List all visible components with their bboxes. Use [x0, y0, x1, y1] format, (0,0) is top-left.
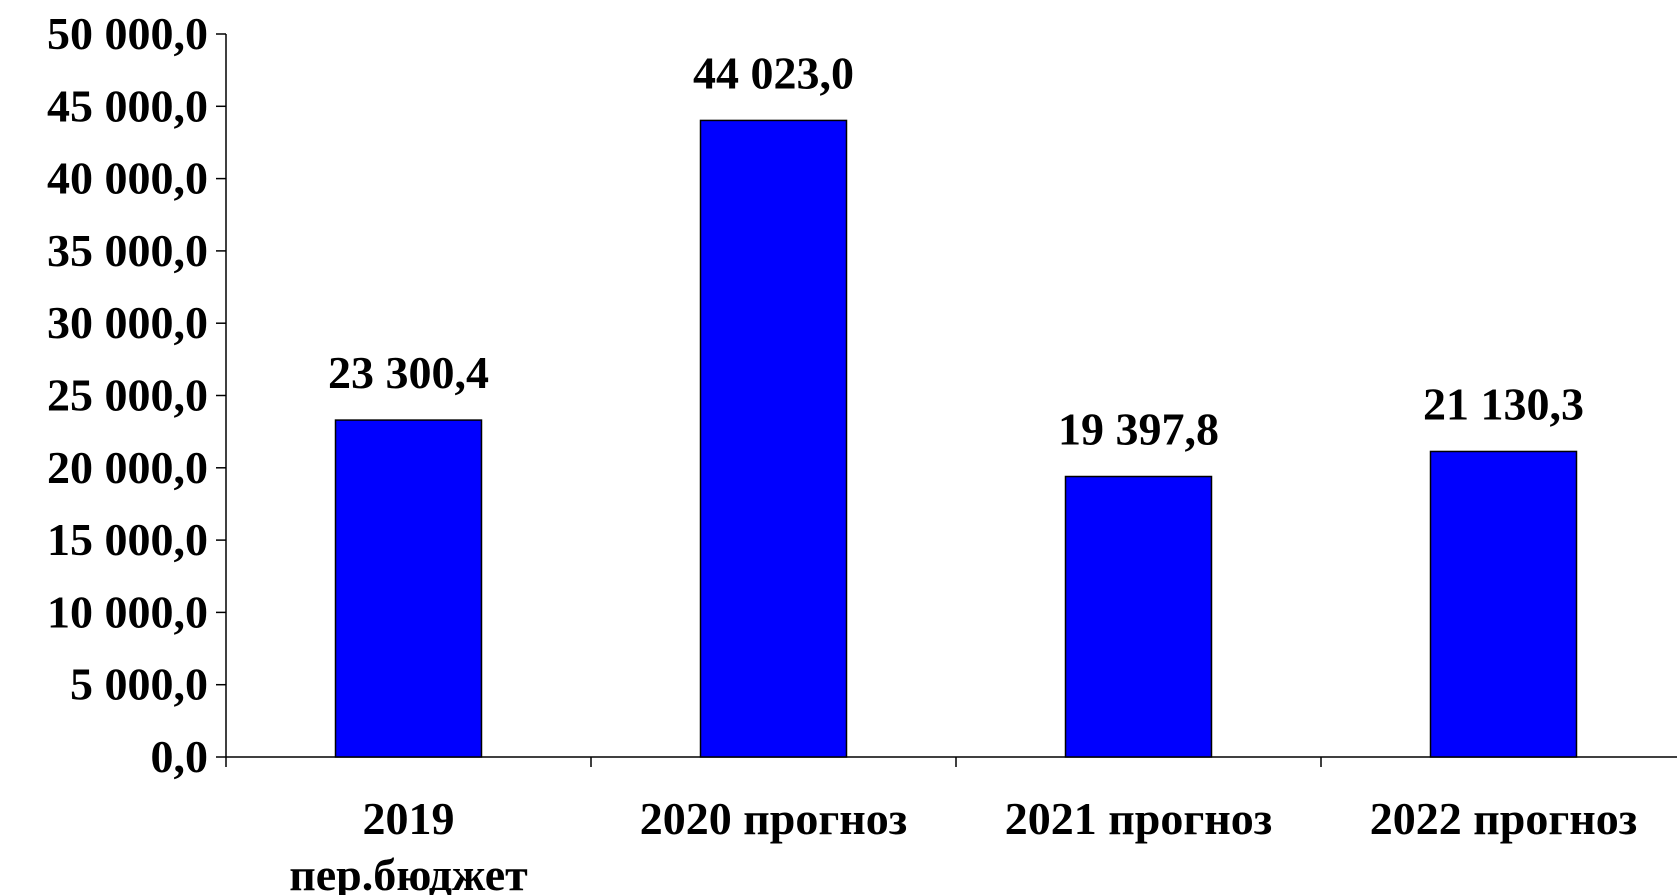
- data-label: 21 130,3: [1423, 378, 1584, 429]
- x-tick-label-line: 2019: [363, 793, 455, 844]
- data-labels: 23 300,4 44 023,0 19 397,8 21 130,3: [328, 47, 1584, 454]
- x-tick-label-line: 2020 прогноз: [640, 793, 907, 844]
- x-tick-label-line: 2022 прогноз: [1370, 793, 1637, 844]
- bars: [334, 119, 1578, 758]
- y-tick-label: 40 000,0: [47, 153, 208, 204]
- y-tick-label: 20 000,0: [47, 442, 208, 493]
- y-tick-label: 15 000,0: [47, 514, 208, 565]
- y-tick-label: 25 000,0: [47, 370, 208, 421]
- data-label: 23 300,4: [328, 347, 489, 398]
- bar: [699, 119, 848, 758]
- data-label: 19 397,8: [1058, 404, 1219, 455]
- bar: [1429, 450, 1578, 758]
- y-tick-label: 35 000,0: [47, 225, 208, 276]
- data-label: 44 023,0: [693, 47, 854, 98]
- x-tick-label: 2022 прогноз: [1370, 793, 1637, 844]
- y-tick-label: 30 000,0: [47, 297, 208, 348]
- y-axis: 0,0 5 000,0 10 000,0 15 000,0 20 000,0 25 000…: [47, 8, 227, 782]
- x-tick-label-line: пер.бюджет: [289, 849, 528, 895]
- bar: [1064, 475, 1213, 758]
- y-tick-label: 5 000,0: [70, 659, 208, 710]
- x-axis: 2019 пер.бюджет 2020 прогноз 2021 прогноз 20…: [225, 756, 1677, 895]
- y-tick-label: 0,0: [151, 731, 209, 782]
- x-tick-label: 2020 прогноз: [640, 793, 907, 844]
- x-tick-label: 2021 прогноз: [1005, 793, 1272, 844]
- x-tick-label-line: 2021 прогноз: [1005, 793, 1272, 844]
- y-tick-label: 10 000,0: [47, 586, 208, 637]
- y-tick-label: 45 000,0: [47, 80, 208, 131]
- bar: [334, 419, 483, 758]
- y-tick-label: 50 000,0: [47, 8, 208, 59]
- x-tick-label: 2019 пер.бюджет: [289, 793, 528, 895]
